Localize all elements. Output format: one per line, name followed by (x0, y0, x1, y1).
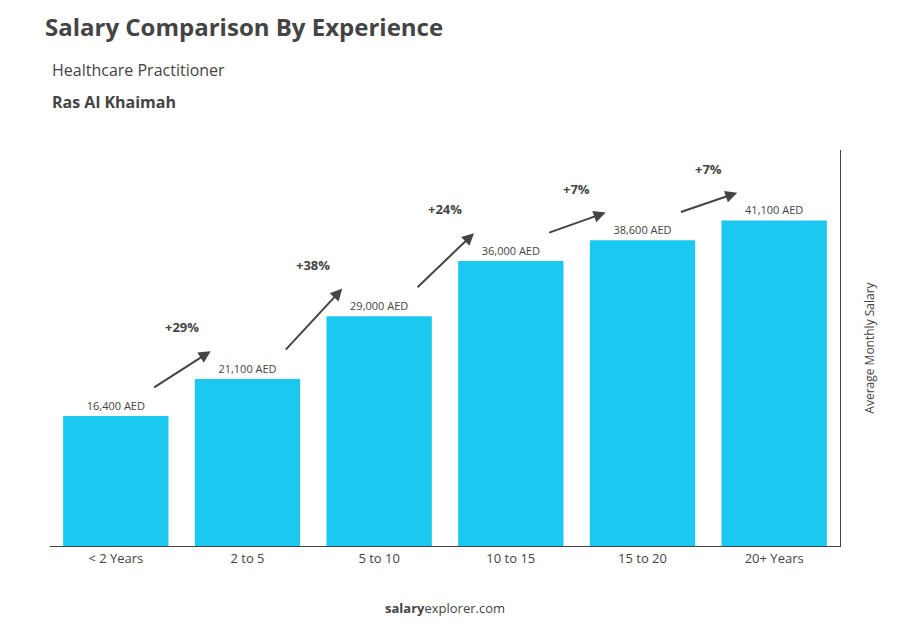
svg-text:15 to 20: 15 to 20 (618, 549, 667, 567)
svg-text:+29%: +29% (165, 318, 199, 336)
svg-text:salaryexplorer.com: salaryexplorer.com (385, 599, 505, 617)
svg-text:2 to 5: 2 to 5 (230, 549, 264, 567)
svg-text:+7%: +7% (695, 160, 722, 178)
svg-text:+24%: +24% (428, 200, 462, 218)
svg-text:38,600 AED: 38,600 AED (613, 222, 671, 237)
svg-text:Average Monthly Salary: Average Monthly Salary (861, 281, 878, 413)
svg-text:Salary Comparison By Experienc: Salary Comparison By Experience (45, 10, 443, 43)
svg-text:21,100 AED: 21,100 AED (218, 361, 276, 376)
svg-text:16,400 AED: 16,400 AED (87, 398, 145, 413)
svg-text:Ras Al Khaimah: Ras Al Khaimah (52, 91, 176, 113)
svg-text:29,000 AED: 29,000 AED (350, 298, 408, 313)
svg-text:36,000 AED: 36,000 AED (482, 243, 540, 258)
svg-text:5 to 10: 5 to 10 (358, 549, 400, 567)
svg-text:Healthcare Practitioner: Healthcare Practitioner (52, 59, 225, 81)
svg-text:20+ Years: 20+ Years (745, 549, 804, 567)
svg-text:< 2 Years: < 2 Years (88, 549, 143, 567)
svg-text:10 to 15: 10 to 15 (486, 549, 535, 567)
svg-text:+7%: +7% (563, 180, 590, 198)
svg-text:41,100 AED: 41,100 AED (745, 202, 803, 217)
svg-text:+38%: +38% (296, 256, 330, 274)
